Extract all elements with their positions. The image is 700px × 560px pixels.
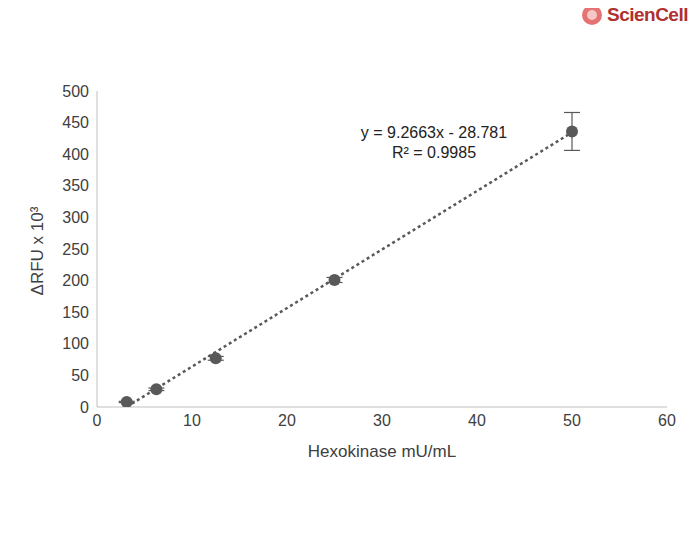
- svg-text:60: 60: [658, 412, 676, 429]
- svg-text:50: 50: [563, 412, 581, 429]
- svg-text:450: 450: [62, 114, 89, 131]
- svg-text:400: 400: [62, 146, 89, 163]
- svg-text:0: 0: [93, 412, 102, 429]
- svg-text:350: 350: [62, 177, 89, 194]
- html-text:ΔRFU x 10³: ΔRFU x 10³: [28, 206, 47, 296]
- svg-text:40: 40: [468, 412, 486, 429]
- svg-text:100: 100: [62, 335, 89, 352]
- svg-text:20: 20: [278, 412, 296, 429]
- svg-text:50: 50: [71, 367, 89, 384]
- svg-text:150: 150: [62, 304, 89, 321]
- svg-text:500: 500: [62, 83, 89, 100]
- svg-text:Hexokinase mU/mL: Hexokinase mU/mL: [308, 442, 456, 461]
- svg-text:30: 30: [373, 412, 391, 429]
- html-text:ScienCell: ScienCell: [607, 4, 688, 25]
- svg-text:0: 0: [80, 399, 89, 416]
- svg-text:250: 250: [62, 241, 89, 258]
- svg-text:10: 10: [183, 412, 201, 429]
- svg-text:200: 200: [62, 272, 89, 289]
- html-text:R² = 0.9985: R² = 0.9985: [392, 144, 476, 161]
- html-text:y = 9.2663x - 28.781: y = 9.2663x - 28.781: [360, 124, 508, 141]
- svg-text:300: 300: [62, 209, 89, 226]
